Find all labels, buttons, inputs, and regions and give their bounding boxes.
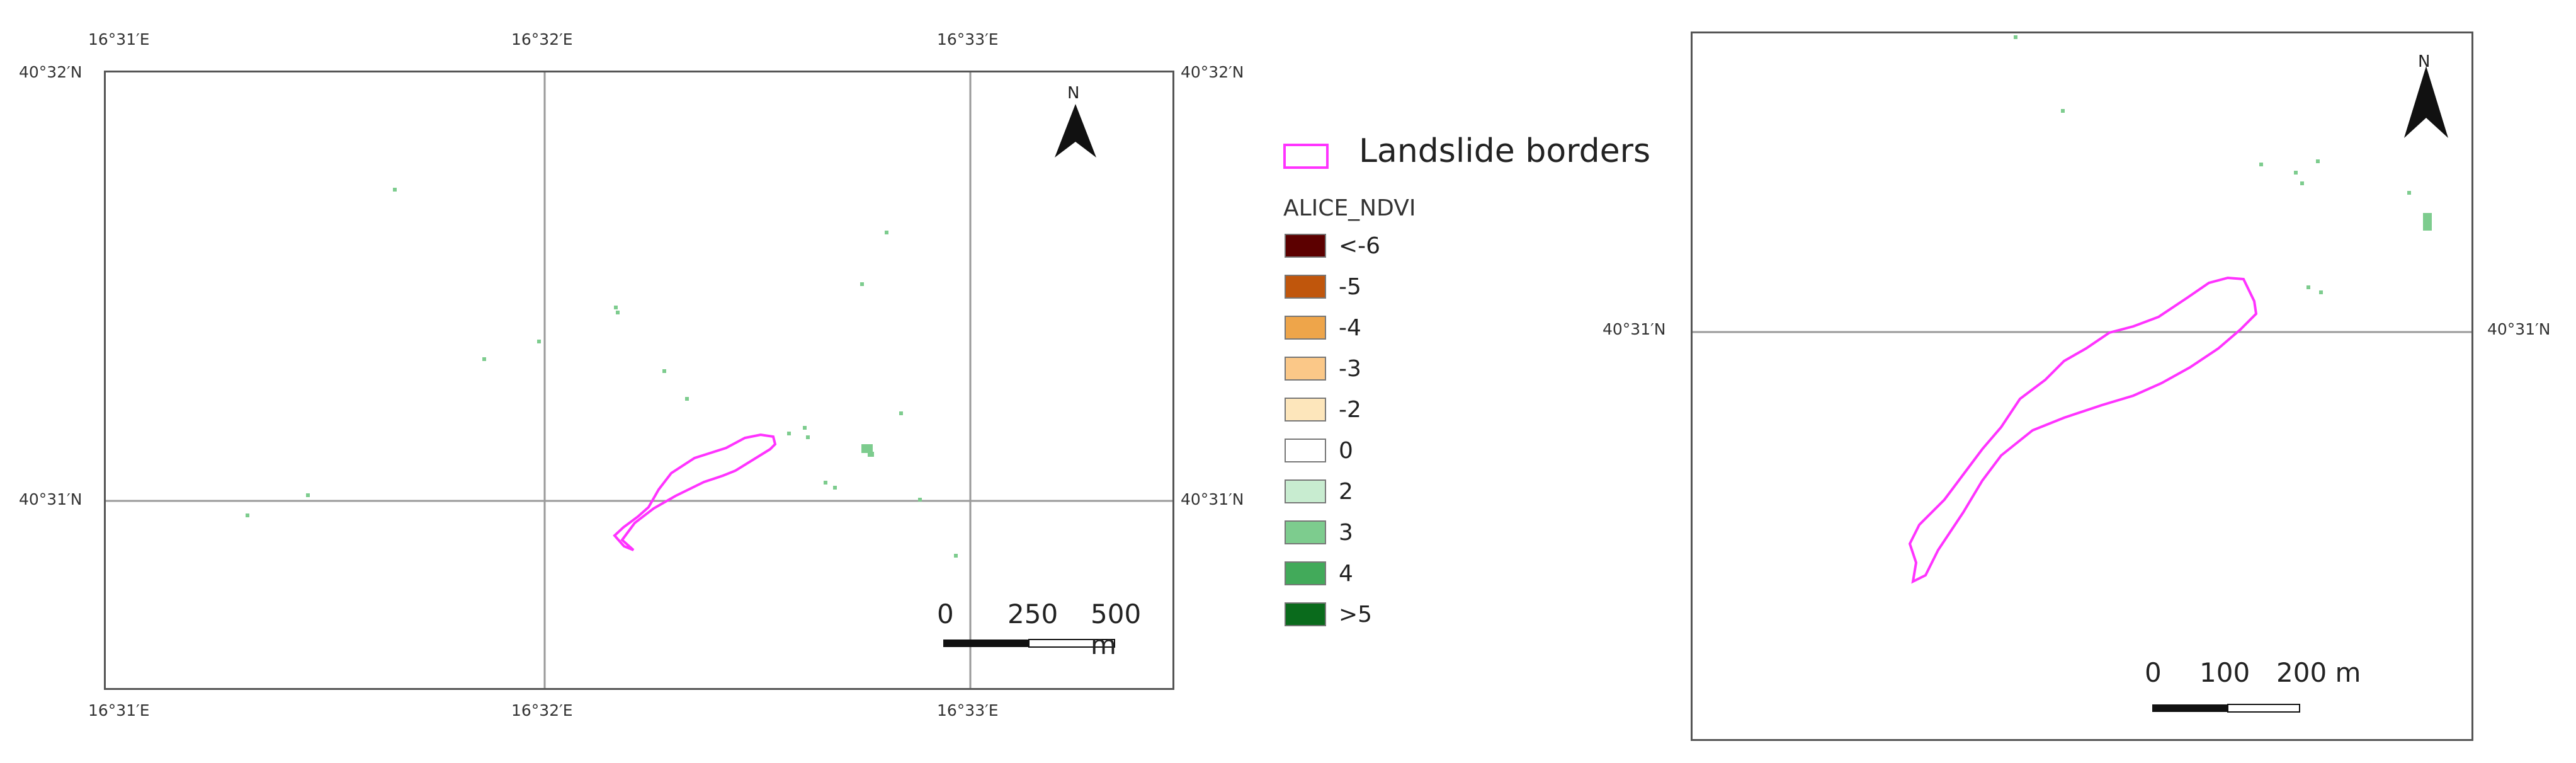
legend-class-label: >5 bbox=[1339, 601, 1373, 628]
ndvi-pixel bbox=[685, 397, 689, 401]
landslide-border bbox=[1908, 276, 2258, 584]
legend-swatch bbox=[1285, 398, 1326, 422]
legend-class-row: -5 bbox=[1285, 273, 1361, 301]
legend-class-label: 0 bbox=[1339, 437, 1353, 464]
legend-swatch bbox=[1285, 316, 1326, 340]
left-lat-label: 40°31′N bbox=[1603, 320, 1666, 338]
left-lat-label: 40°32′N bbox=[19, 63, 82, 81]
scale-label-end: 500 m bbox=[1091, 599, 1142, 660]
legend-swatch bbox=[1285, 357, 1326, 381]
ndvi-pixel bbox=[2423, 213, 2432, 231]
legend-layer-title: ALICE_NDVI bbox=[1283, 195, 1416, 221]
ndvi-pixels bbox=[2014, 35, 2432, 294]
landslide-border bbox=[613, 433, 777, 551]
scale-bar bbox=[943, 639, 1115, 648]
ndvi-pixel bbox=[306, 493, 310, 497]
ndvi-pixel bbox=[2319, 290, 2323, 294]
legend-class-label: -4 bbox=[1339, 314, 1361, 341]
legend-swatch bbox=[1285, 561, 1326, 585]
right-lat-label: 40°31′N bbox=[1181, 490, 1244, 508]
ndvi-pixels bbox=[246, 188, 958, 558]
bottom-lon-label: 16°32′E bbox=[511, 701, 573, 720]
ndvi-pixel bbox=[2306, 285, 2310, 289]
overview-map-canvas bbox=[106, 72, 1172, 688]
scale-label-end: 200 m bbox=[2276, 657, 2361, 688]
ndvi-pixel bbox=[616, 311, 620, 314]
legend-swatch bbox=[1285, 439, 1326, 462]
scale-label-zero: 0 bbox=[937, 599, 954, 629]
scale-bar bbox=[2152, 704, 2300, 713]
ndvi-pixel bbox=[2316, 159, 2320, 163]
legend-class-row: >5 bbox=[1285, 600, 1372, 628]
north-arrow-icon bbox=[1055, 104, 1096, 158]
legend-swatch bbox=[1285, 520, 1326, 544]
legend-class-row: 0 bbox=[1285, 437, 1353, 464]
ndvi-pixel bbox=[2259, 163, 2263, 166]
legend-class-row: 2 bbox=[1285, 478, 1353, 505]
ndvi-pixel bbox=[2300, 181, 2304, 185]
north-label: N bbox=[2418, 52, 2431, 71]
ndvi-pixel bbox=[806, 435, 810, 439]
ndvi-pixel bbox=[861, 444, 873, 453]
scale-label-zero: 0 bbox=[2145, 657, 2162, 688]
ndvi-pixel bbox=[2061, 109, 2065, 113]
legend-class-row: -3 bbox=[1285, 355, 1361, 382]
legend-class-label: 3 bbox=[1339, 519, 1353, 546]
ndvi-pixel bbox=[2294, 171, 2298, 175]
legend-class-row: 4 bbox=[1285, 559, 1353, 587]
left-lat-label: 40°31′N bbox=[19, 490, 82, 508]
legend-class-row: <-6 bbox=[1285, 232, 1380, 260]
legend-class-row: -4 bbox=[1285, 314, 1361, 341]
legend-class-label: -3 bbox=[1339, 355, 1361, 382]
ndvi-pixel bbox=[246, 513, 249, 517]
legend-class-label: 4 bbox=[1339, 560, 1353, 587]
legend-swatch bbox=[1285, 602, 1326, 626]
bottom-lon-label: 16°33′E bbox=[937, 701, 999, 720]
legend-swatch bbox=[1285, 275, 1326, 299]
legend-class-label: -2 bbox=[1339, 396, 1361, 423]
ndvi-pixel bbox=[614, 306, 618, 309]
bottom-lon-label: 16°31′E bbox=[88, 701, 150, 720]
ndvi-pixel bbox=[833, 486, 837, 490]
landslide-border-swatch bbox=[1283, 144, 1329, 169]
legend-class-label: <-6 bbox=[1339, 232, 1381, 259]
top-lon-label: 16°33′E bbox=[937, 30, 999, 49]
north-arrow-icon bbox=[2404, 66, 2448, 138]
ndvi-pixel bbox=[2407, 191, 2411, 195]
ndvi-pixel bbox=[885, 231, 888, 234]
detail-map: N 0 100 200 m bbox=[1691, 32, 2473, 741]
right-lat-label: 40°32′N bbox=[1181, 63, 1244, 81]
scale-label-mid: 250 bbox=[1007, 599, 1058, 629]
ndvi-pixel bbox=[2014, 35, 2017, 39]
ndvi-pixel bbox=[537, 340, 541, 343]
ndvi-pixel bbox=[662, 369, 666, 373]
right-lat-label: 40°31′N bbox=[2487, 320, 2551, 338]
ndvi-pixel bbox=[868, 452, 874, 457]
ndvi-pixel bbox=[393, 188, 397, 192]
ndvi-pixel bbox=[482, 357, 486, 361]
legend-swatch bbox=[1285, 234, 1326, 258]
legend-swatch bbox=[1285, 479, 1326, 503]
legend-class-row: -2 bbox=[1285, 396, 1361, 423]
detail-map-canvas bbox=[1693, 35, 2471, 713]
ndvi-pixel bbox=[899, 411, 903, 415]
ndvi-pixel bbox=[824, 481, 827, 485]
legend-class-row: 3 bbox=[1285, 519, 1353, 546]
ndvi-pixel bbox=[954, 554, 958, 558]
legend-class-label: -5 bbox=[1339, 273, 1361, 300]
ndvi-pixel bbox=[860, 282, 864, 286]
scale-label-mid: 100 bbox=[2199, 657, 2250, 688]
legend-boundary-label: Landslide borders bbox=[1359, 132, 1651, 170]
top-lon-label: 16°32′E bbox=[511, 30, 573, 49]
ndvi-pixel bbox=[803, 426, 807, 430]
legend-class-label: 2 bbox=[1339, 478, 1353, 505]
top-lon-label: 16°31′E bbox=[88, 30, 150, 49]
ndvi-pixel bbox=[918, 498, 922, 502]
overview-map: N 0 250 500 m bbox=[104, 71, 1174, 690]
north-label: N bbox=[1067, 84, 1080, 103]
ndvi-pixel bbox=[787, 432, 791, 435]
